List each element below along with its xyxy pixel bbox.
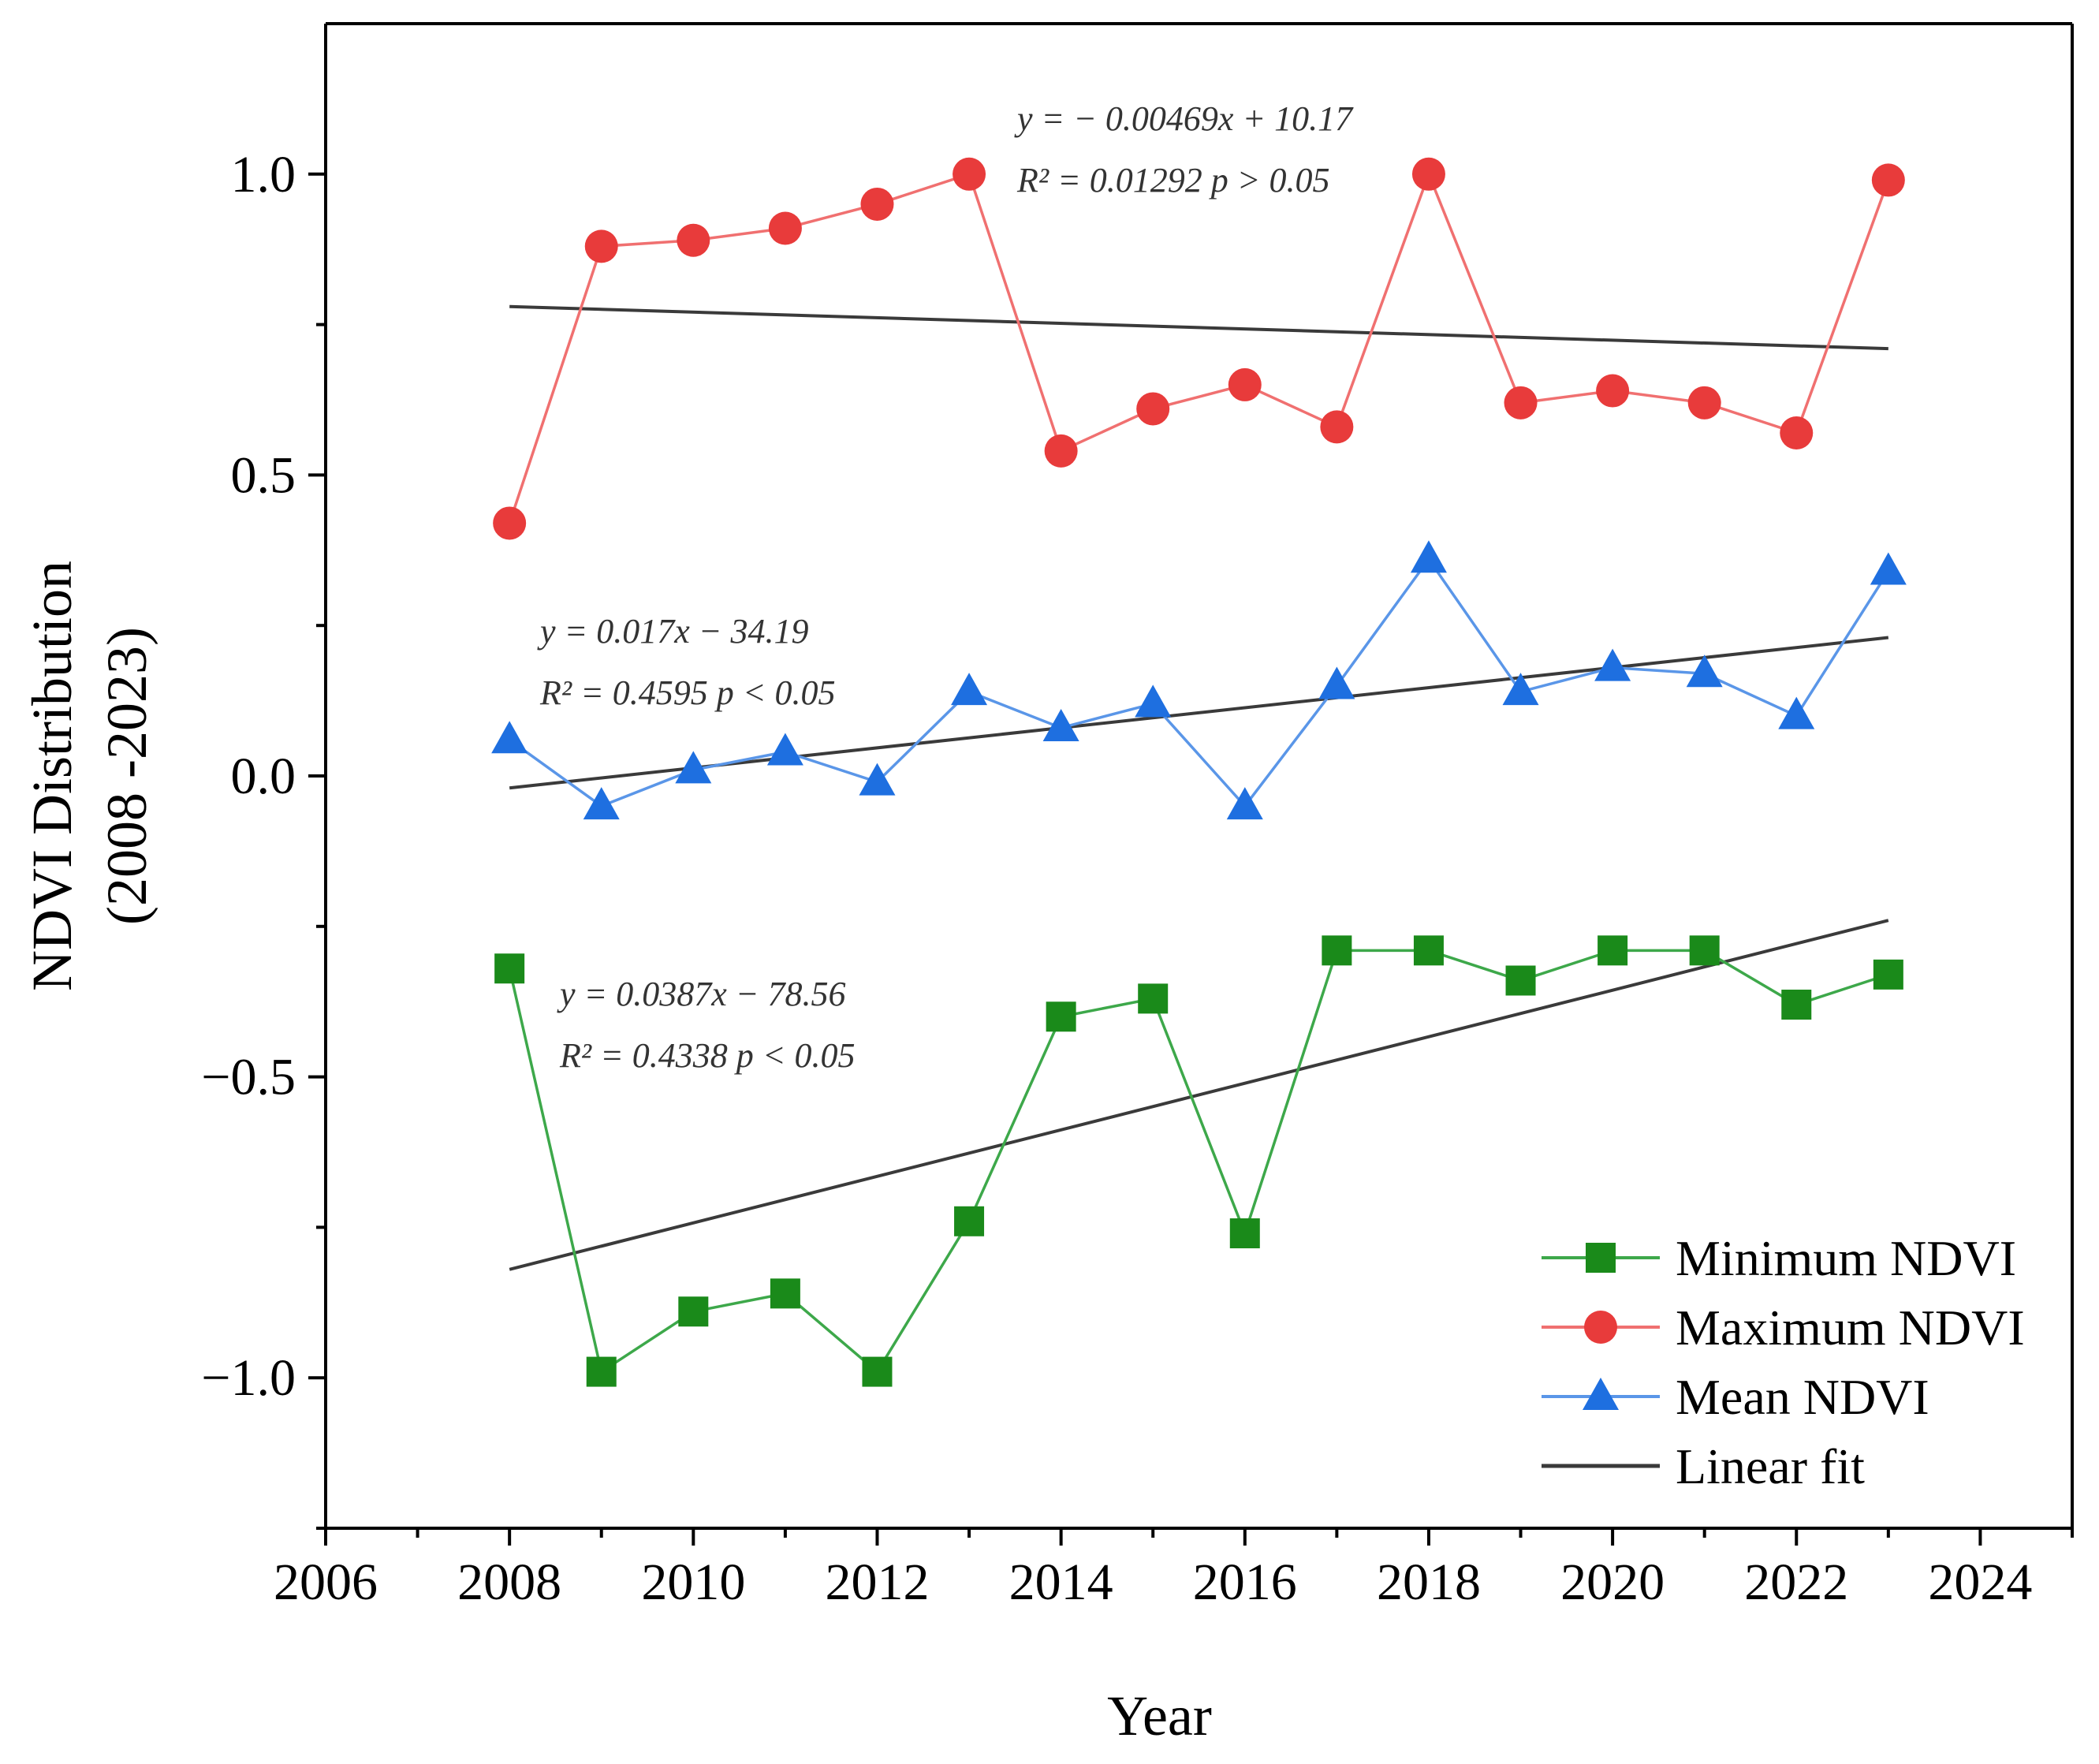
fit-lines: [509, 304, 1889, 1271]
min-fit-equation: y = 0.0387x − 78.56: [557, 975, 845, 1013]
legend-item-min: Minimum NDVI: [1542, 1230, 2016, 1286]
mean-point-2009: [583, 787, 620, 820]
mean-point-2016: [1226, 787, 1263, 820]
mean-point-2019: [1502, 673, 1539, 706]
x-tick-label: 2006: [274, 1553, 378, 1611]
legend-label-mean: Mean NDVI: [1676, 1369, 1929, 1425]
mean-point-2020: [1594, 648, 1631, 681]
series-group: [491, 157, 1907, 1387]
legend: Minimum NDVI Maximum NDVI Mean NDVI Linear …: [1542, 1230, 2025, 1494]
min-point-2013: [954, 1206, 985, 1236]
max-point-2017: [1320, 410, 1354, 444]
min-point-2021: [1689, 935, 1720, 966]
max-point-2013: [953, 157, 986, 191]
max-point-2023: [1871, 163, 1905, 197]
min-point-2011: [770, 1278, 800, 1309]
mean-point-2012: [859, 763, 896, 796]
x-tick-label: 2012: [825, 1553, 929, 1611]
x-tick-label: 2020: [1560, 1553, 1665, 1611]
mean-point-2011: [766, 733, 803, 766]
mean-point-2023: [1870, 552, 1907, 585]
max-point-2011: [768, 211, 802, 245]
axes: 2006 2008 2010 2012 2014 2016 2018 2020 2022 2024…: [21, 22, 2074, 1747]
min-point-2022: [1781, 990, 1812, 1020]
min-linear-fit-line: [509, 919, 1889, 1271]
x-tick-label: 2024: [1928, 1553, 2032, 1611]
max-series: [493, 157, 1905, 540]
min-point-2019: [1505, 965, 1536, 996]
mean-series-line: [509, 557, 1890, 808]
y-tick-label: 0.5: [231, 446, 296, 504]
min-series: [494, 935, 1903, 1387]
legend-label-linear-fit: Linear fit: [1676, 1438, 1865, 1494]
mean-point-2022: [1778, 696, 1815, 729]
mean-series: [491, 540, 1907, 820]
legend-label-max: Maximum NDVI: [1676, 1300, 2025, 1356]
max-point-2010: [677, 223, 710, 257]
min-series-line: [508, 949, 1889, 1374]
min-point-2015: [1138, 983, 1169, 1014]
y-tick-label: 0.0: [231, 748, 296, 805]
max-point-2021: [1687, 386, 1721, 420]
mean-point-2014: [1042, 708, 1079, 741]
min-point-2009: [586, 1356, 617, 1387]
max-point-2015: [1136, 392, 1170, 426]
max-point-2018: [1411, 157, 1445, 191]
legend-label-min: Minimum NDVI: [1676, 1230, 2016, 1286]
x-tick-label: 2018: [1377, 1553, 1481, 1611]
x-tick-label: 2022: [1744, 1553, 1848, 1611]
legend-item-linear-fit: Linear fit: [1542, 1438, 1865, 1494]
max-series-line: [508, 170, 1890, 524]
min-point-2012: [862, 1356, 893, 1387]
max-point-2019: [1504, 386, 1538, 420]
min-point-2023: [1873, 959, 1903, 990]
max-point-2022: [1780, 416, 1814, 449]
x-tick-label: 2008: [457, 1553, 561, 1611]
max-point-2020: [1596, 374, 1630, 408]
legend-marker-min: [1586, 1243, 1616, 1273]
min-fit-stats: R² = 0.4338 p < 0.05: [559, 1036, 855, 1075]
mean-point-2010: [675, 751, 712, 784]
max-point-2012: [860, 187, 894, 221]
min-point-2018: [1413, 935, 1444, 966]
max-point-2008: [493, 506, 527, 540]
mean-linear-fit-line: [509, 636, 1889, 790]
max-fit-stats: R² = 0.01292 p > 0.05: [1016, 161, 1329, 200]
mean-point-2015: [1135, 684, 1172, 718]
max-linear-fit-line: [509, 304, 1888, 351]
x-axis-title: Year: [1107, 1684, 1212, 1747]
mean-fit-equation: y = 0.017x − 34.19: [537, 612, 808, 651]
min-point-2017: [1322, 935, 1352, 966]
legend-marker-mean: [1583, 1378, 1619, 1410]
mean-point-2018: [1410, 540, 1447, 573]
min-point-2016: [1229, 1218, 1260, 1249]
mean-point-2013: [951, 673, 988, 706]
min-point-2020: [1598, 935, 1628, 966]
legend-item-max: Maximum NDVI: [1542, 1300, 2025, 1356]
mean-point-2008: [491, 721, 528, 754]
min-point-2008: [494, 953, 525, 984]
min-point-2014: [1046, 1001, 1076, 1032]
x-tick-label: 2014: [1009, 1553, 1113, 1611]
y-tick-label: −0.5: [201, 1049, 296, 1106]
max-point-2009: [584, 229, 618, 263]
y-axis-title-line-2: (2008 -2023): [95, 627, 158, 925]
legend-item-mean: Mean NDVI: [1542, 1369, 1929, 1425]
x-tick-label: 2010: [641, 1553, 745, 1611]
mean-fit-stats: R² = 0.4595 p < 0.05: [539, 673, 835, 712]
x-tick-label: 2016: [1193, 1553, 1297, 1611]
max-point-2014: [1044, 434, 1078, 468]
annotations: y = 0.0387x − 78.56 R² = 0.4338 p < 0.05 y…: [537, 99, 1354, 1075]
legend-marker-max: [1584, 1311, 1617, 1344]
max-point-2016: [1228, 367, 1262, 401]
y-tick-label: 1.0: [231, 146, 296, 203]
y-tick-label: −1.0: [201, 1349, 296, 1407]
max-fit-equation: y = − 0.00469x + 10.17: [1014, 99, 1354, 138]
y-axis-title-line-1: NDVI Distribution: [21, 561, 84, 991]
min-point-2010: [678, 1296, 709, 1327]
mean-point-2017: [1318, 666, 1355, 699]
mean-point-2021: [1686, 655, 1723, 688]
